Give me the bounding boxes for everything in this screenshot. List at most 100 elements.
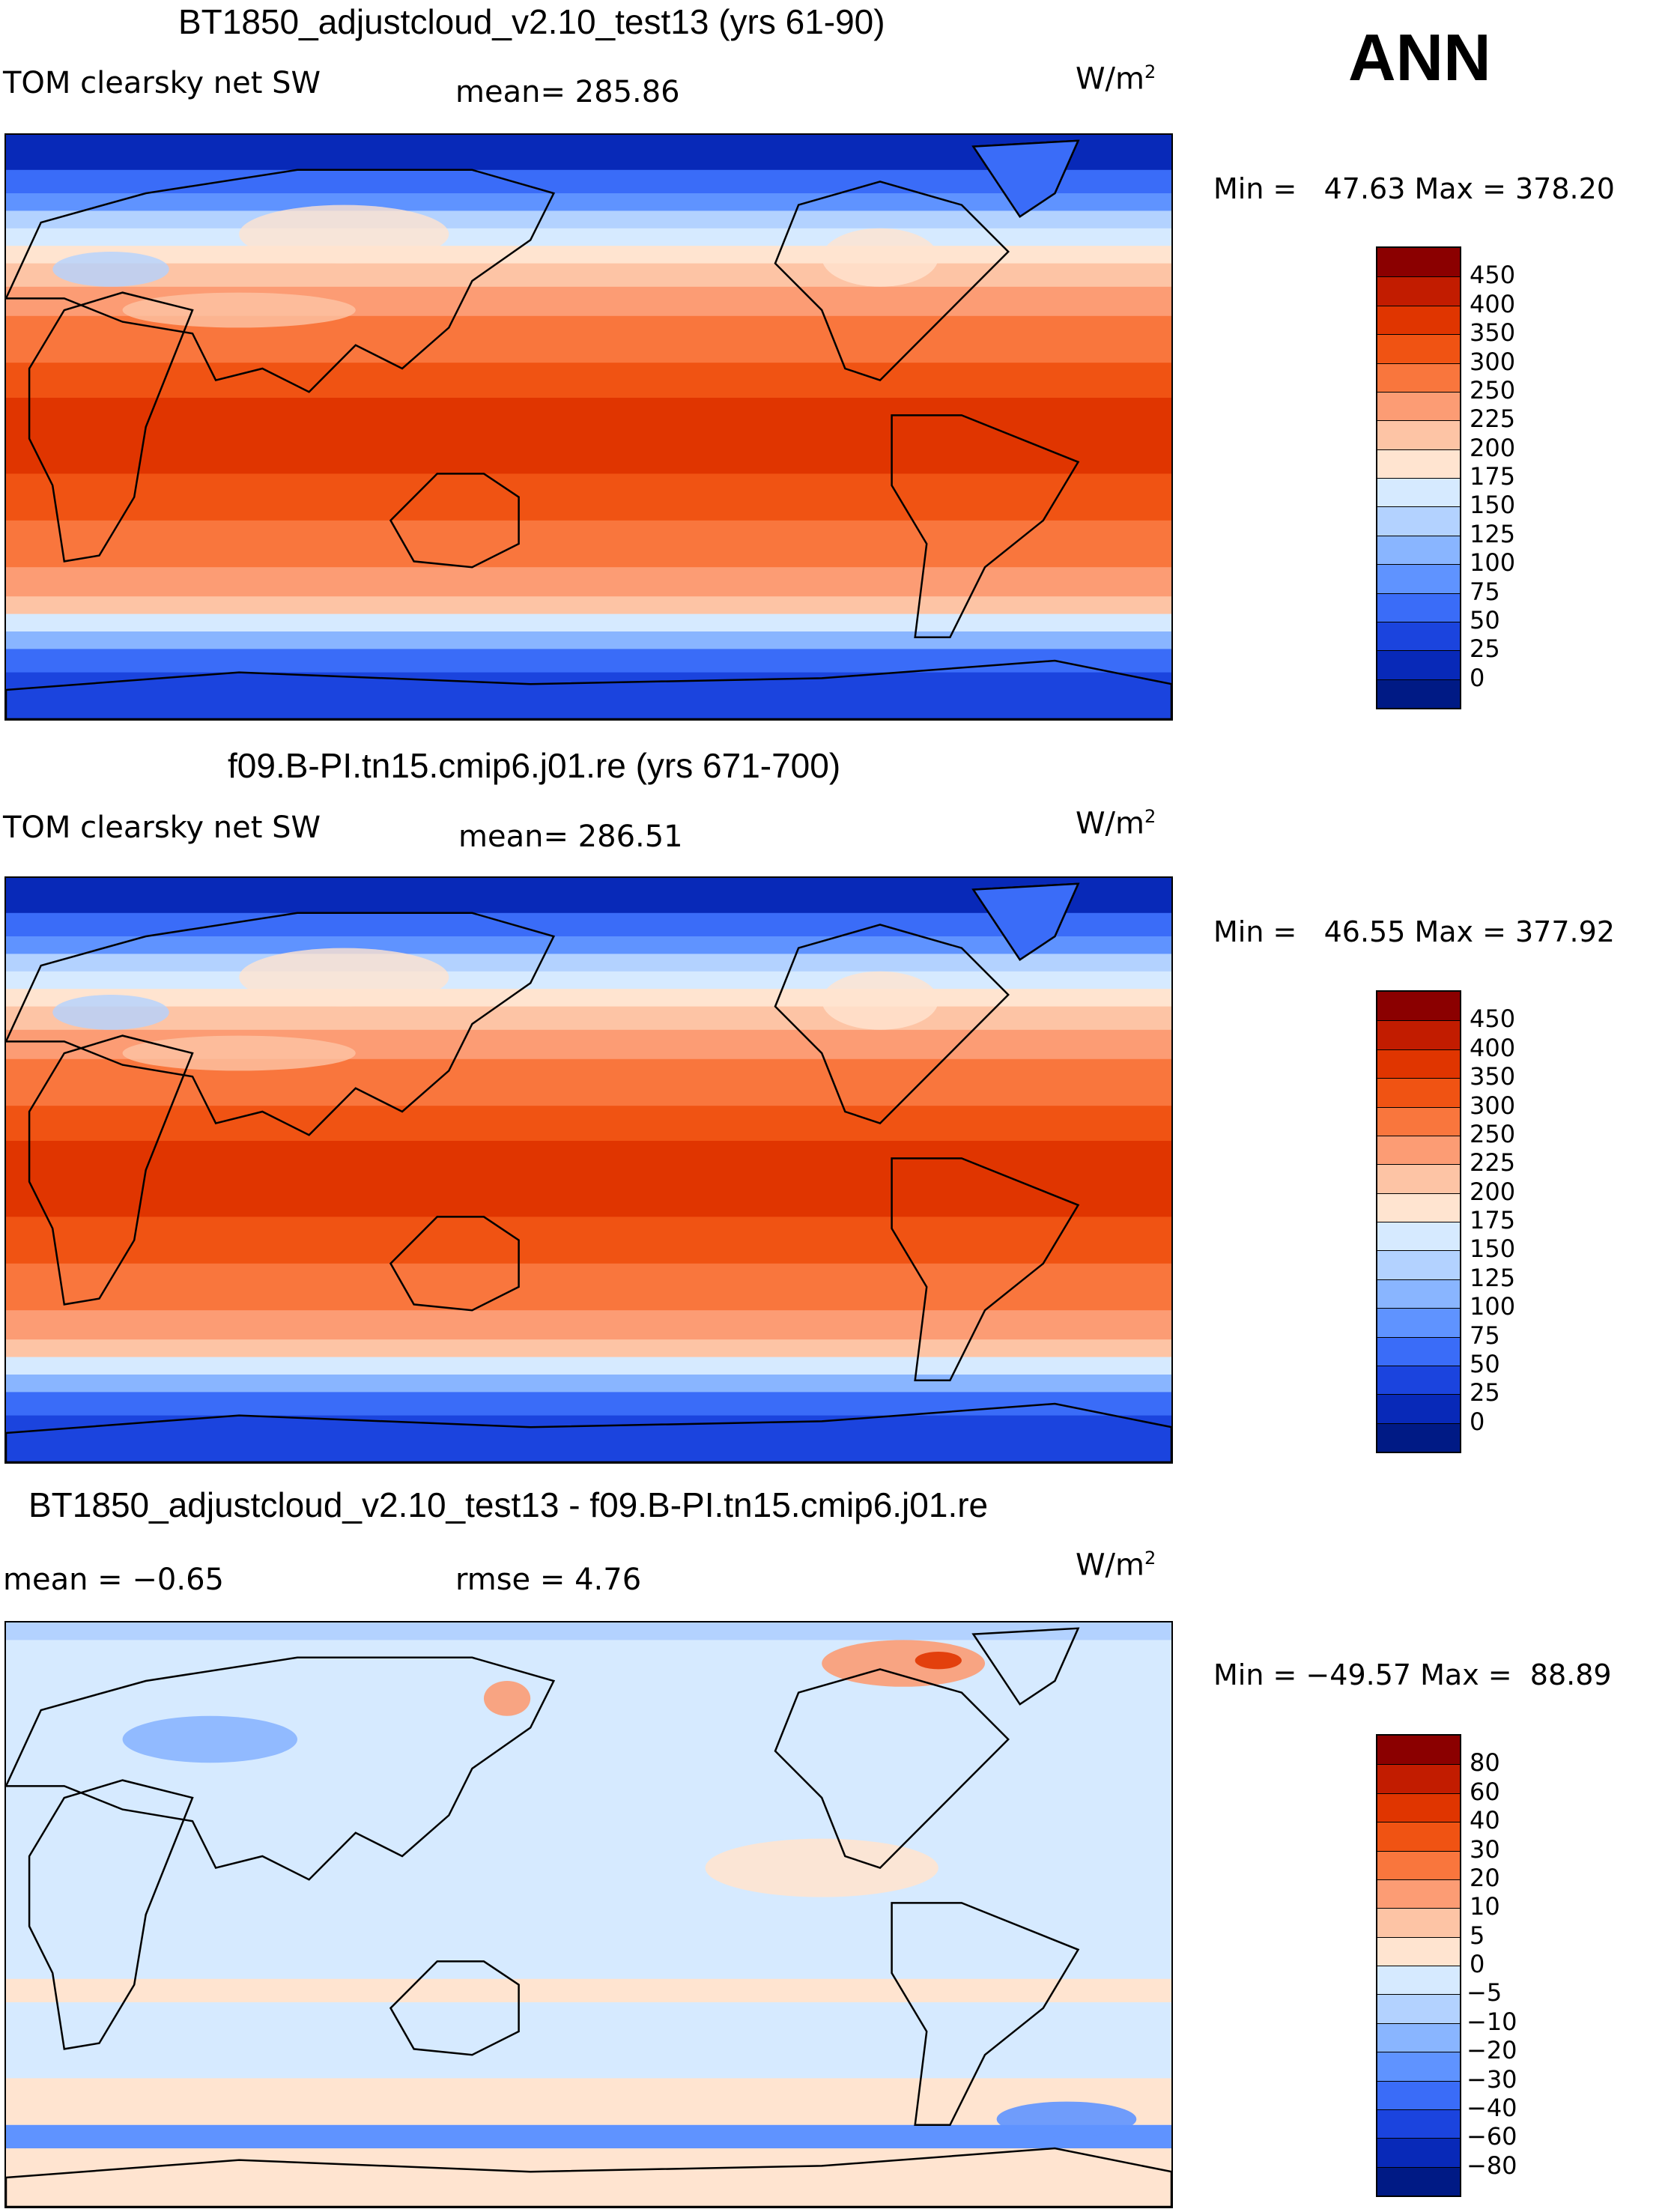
colorbar-label: −40: [1467, 2093, 1517, 2122]
colorbar-label: 175: [1470, 462, 1516, 491]
map-band: [6, 1978, 1171, 2002]
colorbar-label: 225: [1470, 404, 1516, 434]
map-band: [6, 1106, 1171, 1142]
colorbar-swatch: [1377, 650, 1460, 679]
map-band: [6, 263, 1171, 288]
colorbar-label: 10: [1470, 1892, 1500, 1921]
map-band: [6, 1357, 1171, 1375]
coastline: [774, 181, 1010, 382]
colorbar-label: −80: [1467, 2151, 1517, 2180]
colorbar-label: 50: [1470, 605, 1500, 634]
panel3-rmse: rmse = 4.76: [455, 1563, 642, 1597]
colorbar-label: 60: [1470, 1777, 1500, 1806]
colorbar-label: 125: [1470, 519, 1516, 548]
colorbar-swatch: [1377, 1736, 1460, 1765]
colorbar-swatch: [1377, 1764, 1460, 1793]
greenland: [971, 882, 1080, 961]
map-band: [6, 473, 1171, 521]
coastline: [6, 659, 1171, 719]
map-anomaly: [122, 1715, 297, 1763]
colorbar-label: 125: [1470, 1263, 1516, 1292]
colorbar-swatch: [1377, 1793, 1460, 1822]
colorbar-swatch: [1377, 535, 1460, 565]
panel3-colorbar: [1376, 1734, 1461, 2197]
colorbar-swatch: [1377, 2138, 1460, 2167]
colorbar-label: 300: [1470, 1091, 1516, 1120]
coastline: [389, 473, 520, 569]
colorbar-label: 200: [1470, 1177, 1516, 1206]
colorbar-label: 25: [1470, 634, 1500, 664]
colorbar-swatch: [1377, 1308, 1460, 1337]
colorbar-swatch: [1377, 1193, 1460, 1222]
colorbar-label: 75: [1470, 1321, 1500, 1350]
map-band: [6, 520, 1171, 569]
map-band: [6, 596, 1171, 615]
map-band: [6, 649, 1171, 673]
colorbar-swatch: [1377, 1222, 1460, 1251]
map-band: [6, 1415, 1171, 1462]
coastline: [891, 1157, 1080, 1382]
map-band: [6, 169, 1171, 194]
map-anomaly: [996, 2101, 1137, 2137]
map-band: [6, 1310, 1171, 1341]
colorbar-swatch: [1377, 334, 1460, 363]
panel2-colorbar: [1376, 990, 1461, 1453]
colorbar-label: 25: [1470, 1378, 1500, 1408]
panel1-map: [4, 133, 1173, 721]
coastline: [891, 1902, 1080, 2127]
coastline: [971, 1627, 1080, 1706]
colorbar-label: 225: [1470, 1148, 1516, 1178]
colorbar-swatch: [1377, 1164, 1460, 1193]
colorbar-swatch: [1377, 564, 1460, 593]
colorbar-swatch: [1377, 506, 1460, 536]
map-band: [6, 210, 1171, 229]
map-band: [6, 912, 1171, 937]
season-label: ANN: [1348, 20, 1491, 94]
panel2-minmax: Min = 46.55 Max = 377.92: [1213, 915, 1615, 948]
colorbar-label: 350: [1470, 1062, 1516, 1091]
map-band: [6, 1263, 1171, 1312]
colorbar-swatch: [1377, 1994, 1460, 2023]
colorbar-label: 0: [1470, 1950, 1485, 1978]
colorbar-label: 450: [1470, 261, 1516, 290]
coastline: [28, 1779, 194, 2050]
panel1-minmax: Min = 47.63 Max = 378.20: [1213, 172, 1615, 205]
map-land-patch: [822, 228, 938, 287]
coastline: [28, 291, 194, 563]
panel2-title: f09.B-PI.tn15.cmip6.j01.re (yrs 671-700): [228, 746, 841, 785]
colorbar-swatch: [1377, 2109, 1460, 2139]
map-band: [6, 1375, 1171, 1393]
colorbar-swatch: [1377, 305, 1460, 335]
colorbar-label: 100: [1470, 548, 1516, 578]
colorbar-label: 400: [1470, 289, 1516, 318]
map-land-patch: [122, 1035, 356, 1071]
colorbar-swatch: [1377, 593, 1460, 622]
panel3-units: W/m2: [1076, 1548, 1156, 1583]
colorbar-swatch: [1377, 2166, 1460, 2196]
colorbar-swatch: [1377, 2080, 1460, 2109]
colorbar-label: 200: [1470, 433, 1516, 462]
panel2-field-label: TOM clearsky net SW: [3, 810, 321, 845]
panel1-title: BT1850_adjustcloud_v2.10_test13 (yrs 61-…: [178, 2, 885, 41]
map-band: [6, 631, 1171, 650]
colorbar-label: 250: [1470, 1119, 1516, 1148]
map-land-patch: [122, 292, 356, 328]
colorbar-label: 0: [1470, 1407, 1485, 1436]
coastline: [389, 1216, 520, 1312]
panel1-field-label: TOM clearsky net SW: [3, 66, 321, 100]
panel1-colorbar: [1376, 246, 1461, 709]
panel1-mean: mean= 285.86: [455, 75, 680, 109]
map-land-patch: [239, 204, 449, 264]
colorbar-swatch: [1377, 1336, 1460, 1366]
colorbar-label: 30: [1470, 1834, 1500, 1864]
colorbar-label: 0: [1470, 663, 1485, 692]
colorbar-swatch: [1377, 992, 1460, 1021]
map-band: [6, 1392, 1171, 1416]
colorbar-swatch: [1377, 276, 1460, 306]
coastline: [389, 1960, 520, 2056]
colorbar-label: 150: [1470, 491, 1516, 520]
colorbar-swatch: [1377, 1049, 1460, 1079]
map-band: [6, 228, 1171, 247]
colorbar-label: −20: [1467, 2036, 1517, 2065]
map-band: [6, 2124, 1171, 2148]
